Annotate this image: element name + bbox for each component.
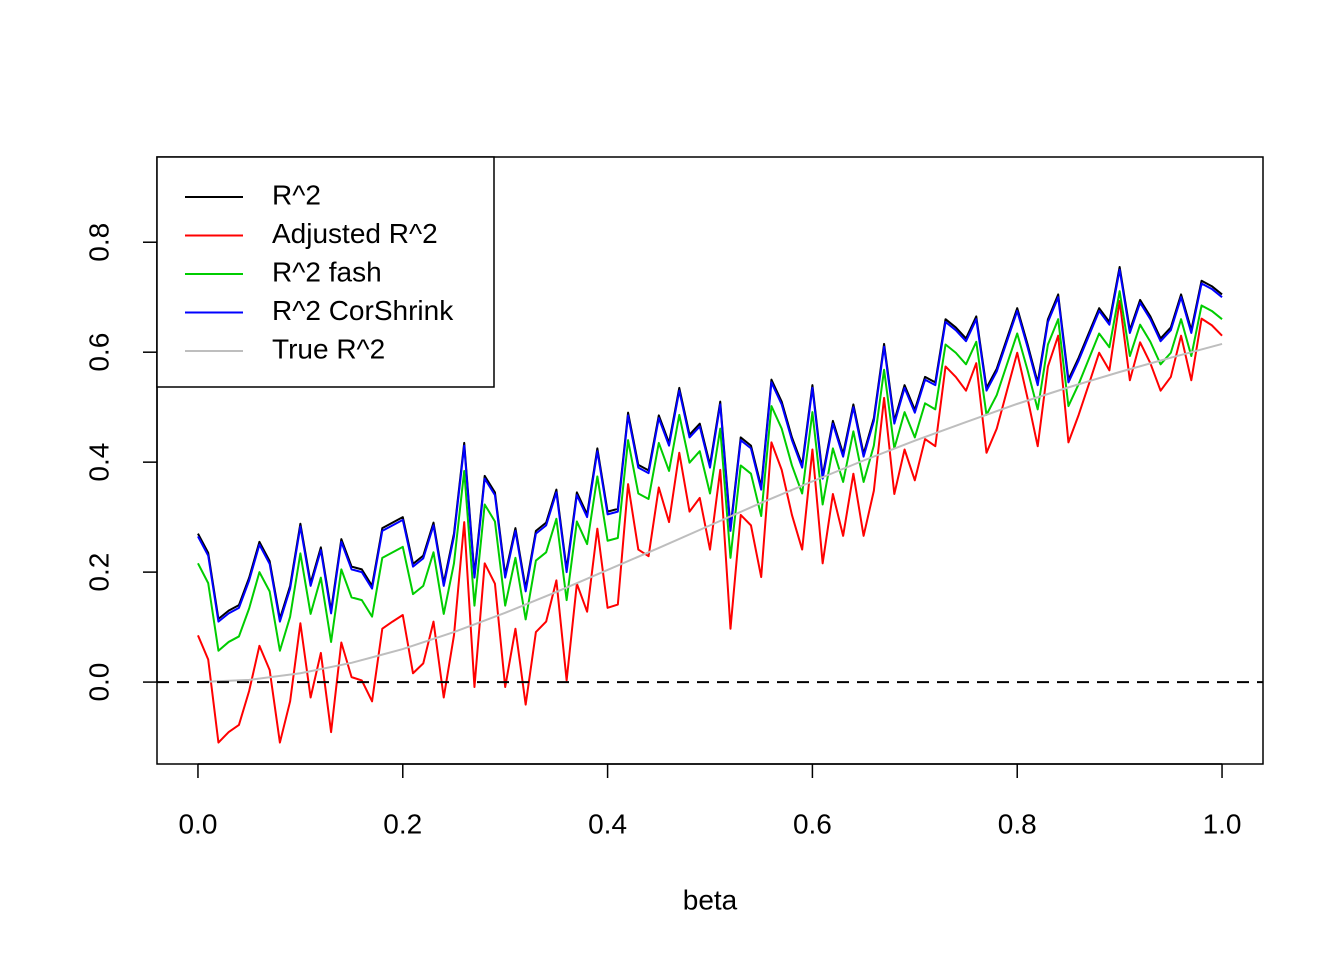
x-tick-label: 0.2 <box>383 808 422 839</box>
legend-box <box>156 156 495 388</box>
legend-label: R^2 <box>272 179 321 210</box>
x-tick-label: 0.8 <box>998 808 1037 839</box>
x-tick-label: 1.0 <box>1203 808 1242 839</box>
y-tick-label: 0.6 <box>83 333 114 372</box>
series-line <box>197 300 1223 744</box>
y-tick-label: 0.8 <box>83 223 114 262</box>
legend-label: Adjusted R^2 <box>272 218 438 249</box>
y-tick-label: 0.0 <box>83 663 114 702</box>
x-axis-label: beta <box>683 884 738 915</box>
series-line <box>197 290 1223 652</box>
plot-frame <box>156 156 1264 765</box>
x-tick-label: 0.6 <box>793 808 832 839</box>
series-line <box>197 342 1223 684</box>
series-line <box>197 268 1223 623</box>
legend-label: R^2 CorShrink <box>272 295 454 326</box>
legend-label: True R^2 <box>272 333 385 364</box>
x-tick-label: 0.0 <box>178 808 217 839</box>
legend-label: R^2 fash <box>272 256 382 287</box>
y-tick-label: 0.4 <box>83 443 114 482</box>
y-tick-label: 0.2 <box>83 553 114 592</box>
x-tick-label: 0.4 <box>588 808 627 839</box>
